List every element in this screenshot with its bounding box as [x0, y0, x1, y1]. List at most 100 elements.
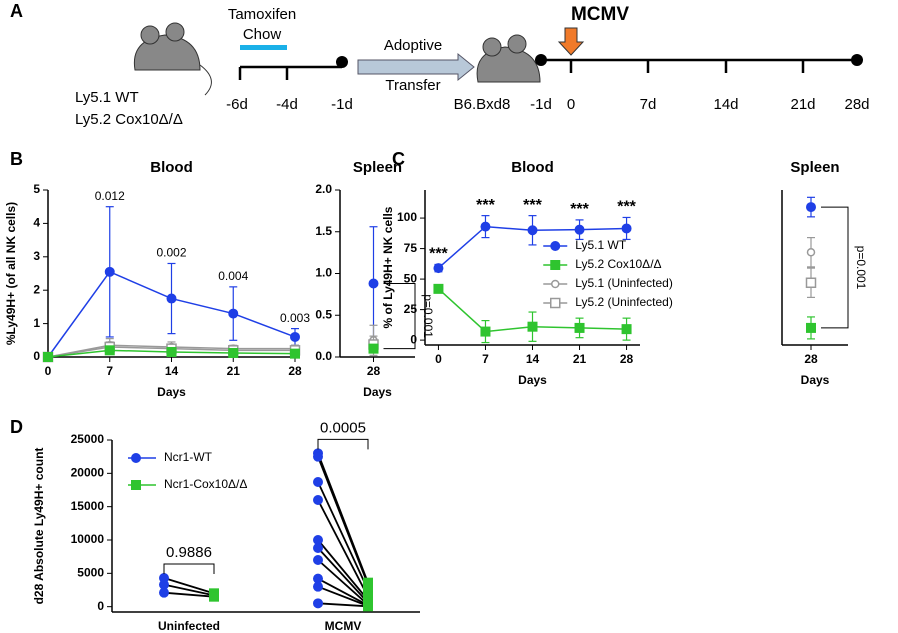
y-tick-label: 1.0: [315, 266, 332, 280]
timeline-dot: [336, 56, 348, 68]
panel-label: D: [10, 417, 23, 437]
transfer-arrow: [357, 52, 475, 82]
chart-title: Blood: [511, 159, 554, 176]
comparison-bracket: [383, 283, 416, 350]
data-point: [104, 345, 115, 356]
data-point: [313, 477, 323, 487]
x-tick-label: 0: [435, 352, 442, 366]
comparison-bracket: [821, 206, 849, 329]
y-tick-label: 25: [404, 302, 418, 316]
data-point: [550, 241, 561, 251]
y-tick-label: 15000: [71, 499, 105, 513]
data-point: [290, 348, 300, 359]
timeline: [238, 58, 857, 80]
pair-line: [317, 547, 369, 604]
transfer-label: Transfer: [385, 77, 440, 94]
data-point: [527, 321, 538, 332]
pair-line: [317, 456, 369, 585]
panel-label: C: [392, 149, 405, 169]
pair-line: [163, 577, 215, 595]
data-point: [104, 266, 115, 277]
x-tick-label: 7: [106, 364, 113, 378]
infection-label: MCMV: [571, 4, 629, 25]
data-point: [363, 601, 373, 612]
y-tick-label: 0: [97, 599, 104, 613]
y-tick-label: 4: [33, 216, 40, 230]
panel-label: A: [10, 1, 23, 21]
data-point: [313, 451, 323, 462]
data-point: [550, 297, 561, 309]
data-point: [621, 324, 632, 335]
comparison-label: 0.0005: [320, 419, 366, 436]
x-axis-label: Days: [363, 385, 392, 399]
pair-line: [163, 591, 215, 598]
y-tick-label: 2.0: [315, 182, 332, 196]
comparison-label: p=0.001: [421, 294, 435, 338]
data-point: [368, 343, 379, 354]
x-axis-label: Days: [518, 373, 547, 387]
data-point: [805, 277, 817, 289]
x-tick-label: 28: [288, 364, 302, 378]
x-tick-label: 28: [804, 352, 818, 366]
data-point: [480, 221, 491, 232]
x-tick-label: MCMV: [325, 619, 362, 633]
pair-line: [163, 583, 215, 597]
time-label: 28d: [844, 96, 869, 113]
data-point: [433, 263, 444, 274]
y-tick-label: 1.5: [315, 224, 332, 238]
x-tick-label: 28: [620, 352, 634, 366]
data-point: [480, 326, 491, 337]
y-tick-label: 0.0: [315, 349, 332, 363]
data-point: [527, 225, 538, 236]
time-label: 0: [567, 96, 575, 113]
timeline-dot: [535, 54, 547, 66]
y-tick-label: 0: [410, 332, 417, 346]
data-point: [228, 308, 239, 319]
data-point: [313, 495, 323, 505]
comparison-bracket: [317, 438, 369, 450]
pair-line: [317, 539, 369, 601]
y-axis-label: d28 Absolute Ly49H+ count: [32, 448, 46, 605]
point-annotation: 0.003: [280, 311, 310, 325]
treatment-bar: [240, 45, 287, 50]
chart-title: Spleen: [790, 159, 839, 176]
data-point: [131, 480, 141, 490]
y-tick-label: 20000: [71, 466, 105, 480]
y-tick-label: 50: [404, 271, 418, 285]
time-label: -4d: [276, 96, 298, 113]
donor-label: Ly5.2 Cox10Δ/Δ: [75, 111, 183, 128]
time-label: -6d: [226, 96, 248, 113]
y-tick-label: 1: [33, 316, 40, 330]
data-point: [209, 591, 219, 602]
x-tick-label: 28: [367, 364, 381, 378]
point-annotation: ***: [523, 197, 542, 214]
chart-title: Blood: [150, 159, 193, 176]
data-point: [806, 247, 816, 257]
data-point: [166, 346, 177, 357]
time-label: 21d: [790, 96, 815, 113]
pair-line: [317, 585, 369, 607]
y-tick-label: 5000: [77, 566, 104, 580]
comparison-label: p=0.001: [854, 246, 868, 290]
recipient-label: B6.Bxd8: [454, 96, 511, 113]
pair-line: [317, 577, 369, 607]
y-tick-label: 100: [397, 210, 417, 224]
x-tick-label: 21: [573, 352, 587, 366]
y-tick-label: 0: [33, 349, 40, 363]
time-label: 14d: [713, 96, 738, 113]
treatment-label: Chow: [243, 26, 282, 43]
pair-line: [317, 481, 369, 591]
point-annotation: 0.012: [95, 189, 125, 203]
x-axis-label: Days: [157, 385, 186, 399]
y-tick-label: 3: [33, 249, 40, 263]
data-point: [621, 223, 632, 234]
legend-label: Ncr1-Cox10Δ/Δ: [164, 477, 247, 491]
data-point: [313, 581, 323, 592]
x-axis-label: Days: [801, 373, 830, 387]
timeline-dot: [851, 54, 863, 66]
y-axis-label: %Ly49H+ (of all NK cells): [4, 202, 18, 345]
data-point: [43, 352, 53, 362]
infection-arrow: [557, 27, 585, 56]
data-point: [131, 453, 141, 463]
